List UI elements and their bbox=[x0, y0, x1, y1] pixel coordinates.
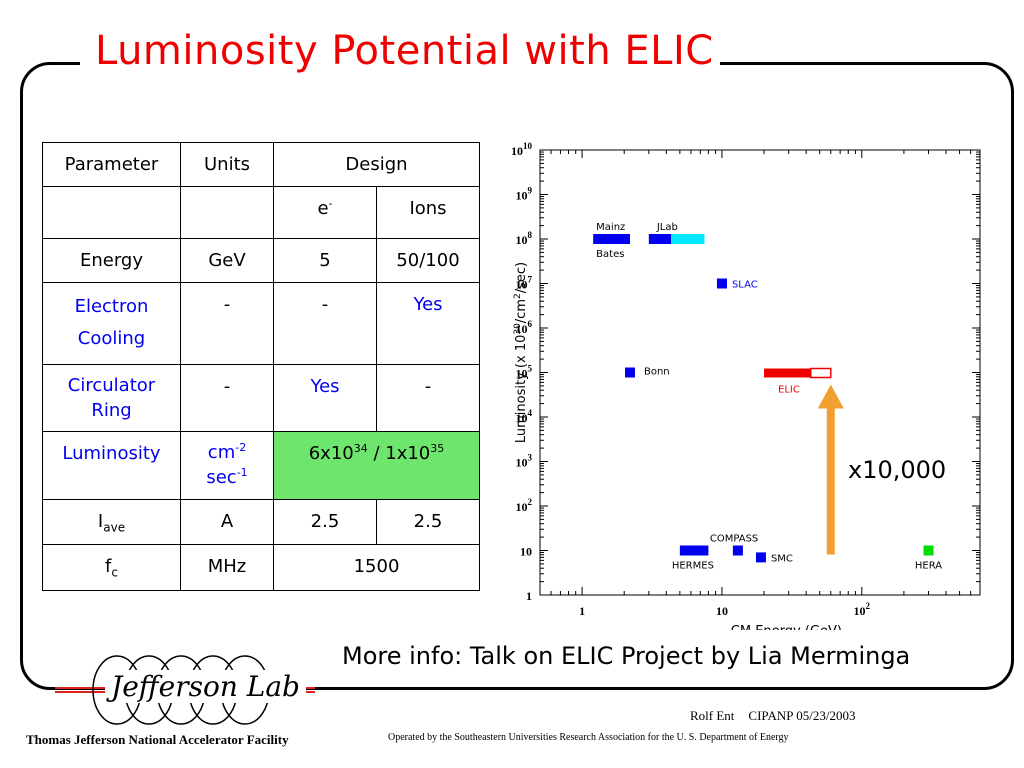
y-tick-label: 103 bbox=[516, 453, 533, 470]
point-label: Bonn bbox=[644, 367, 670, 378]
header-units: Units bbox=[180, 142, 274, 187]
point-label: HERMES bbox=[672, 561, 714, 572]
table-row: e- Ions bbox=[42, 186, 480, 239]
arrow-label: x10,000 bbox=[848, 456, 947, 484]
y-axis-label: Luminosity (x 1030/cm2/sec) bbox=[513, 262, 529, 443]
x-tick-label: 102 bbox=[854, 601, 871, 618]
cell-energy-e: 5 bbox=[273, 238, 377, 283]
lab-name: Thomas Jefferson National Accelerator Fa… bbox=[26, 732, 289, 747]
table-row: Energy GeV 5 50/100 bbox=[42, 238, 480, 283]
cell-cooling-units: - bbox=[180, 282, 274, 365]
point-slac bbox=[716, 278, 727, 289]
table-row: Parameter Units Design bbox=[42, 142, 480, 187]
table-row: Circulator Ring - Yes - bbox=[42, 363, 480, 433]
point-label: HERA bbox=[915, 561, 942, 572]
point-elic bbox=[764, 368, 811, 378]
author-line: Rolf Ent CIPANP 05/23/2003 bbox=[690, 708, 856, 723]
operated-by: Operated by the Southeastern Universitie… bbox=[388, 732, 789, 743]
point-label: JLab bbox=[656, 222, 678, 233]
point-bonn bbox=[624, 367, 635, 378]
point-elic-upgrade bbox=[810, 367, 832, 379]
up-arrow bbox=[826, 406, 835, 555]
cell-cooling-ions: Yes bbox=[376, 282, 480, 365]
cell-iave-e: 2.5 bbox=[273, 498, 377, 546]
point-compass bbox=[732, 545, 743, 556]
cell-luminosity-design: 6x1034 / 1x1035 bbox=[273, 431, 480, 500]
y-tick-label: 108 bbox=[516, 230, 533, 247]
luminosity-chart: 1101021031041051061071081091010110102CM … bbox=[511, 141, 981, 630]
cell-cooling-e: - bbox=[273, 282, 377, 365]
point-hermes bbox=[679, 545, 709, 556]
cell-fc: fc bbox=[42, 544, 181, 591]
plot-frame bbox=[539, 149, 981, 596]
subheader-e: e- bbox=[273, 186, 377, 239]
parameter-table: Parameter Units Design e- Ions Energy Ge… bbox=[42, 142, 480, 591]
y-tick-label: 1010 bbox=[511, 141, 533, 158]
cell-luminosity-units: cm-2 sec-1 bbox=[180, 431, 274, 500]
point-label: SLAC bbox=[732, 280, 758, 291]
cell-ring-ions: - bbox=[376, 363, 480, 433]
point-jlab bbox=[648, 234, 672, 244]
cell-fc-units: MHz bbox=[180, 544, 274, 591]
point-label: SMC bbox=[771, 553, 793, 564]
point-jlab-upgrade bbox=[671, 234, 705, 244]
slide-title: Luminosity Potential with ELIC bbox=[95, 28, 714, 74]
cell-iave-ions: 2.5 bbox=[376, 498, 480, 546]
cell-energy: Energy bbox=[42, 238, 181, 283]
cell-iave: Iave bbox=[42, 498, 181, 546]
cell-energy-ions: 50/100 bbox=[376, 238, 480, 283]
header-parameter: Parameter bbox=[42, 142, 181, 187]
x-tick-label: 1 bbox=[579, 604, 585, 618]
cell-fc-design: 1500 bbox=[273, 544, 480, 591]
y-tick-label: 1 bbox=[526, 589, 532, 603]
point-smc bbox=[755, 552, 766, 563]
subheader-ions: Ions bbox=[376, 186, 480, 239]
header-design: Design bbox=[273, 142, 480, 187]
x-tick-label: 10 bbox=[716, 604, 728, 618]
x-axis-label: CM Energy (GeV) bbox=[731, 624, 842, 630]
table-row: Iave A 2.5 2.5 bbox=[42, 498, 480, 546]
cell-ring: Circulator Ring bbox=[42, 363, 181, 433]
y-tick-label: 102 bbox=[516, 497, 533, 514]
point-label: ELIC bbox=[778, 385, 800, 396]
point-label: Mainz bbox=[596, 222, 625, 233]
cell-cooling: Electron Cooling bbox=[42, 282, 181, 365]
cell-luminosity: Luminosity bbox=[42, 431, 181, 500]
up-arrow-head bbox=[817, 384, 844, 409]
point-label: Bates bbox=[596, 249, 624, 260]
cell-ring-e: Yes bbox=[273, 363, 377, 433]
y-tick-label: 109 bbox=[516, 186, 533, 203]
logo-text: Jefferson Lab bbox=[105, 670, 306, 703]
point-mainz bbox=[593, 234, 630, 244]
title-mask bbox=[80, 40, 720, 85]
point-hera bbox=[923, 545, 934, 556]
cell-ring-units: - bbox=[180, 363, 274, 433]
cell-iave-units: A bbox=[180, 498, 274, 546]
cell-energy-units: GeV bbox=[180, 238, 274, 283]
y-tick-label: 10 bbox=[520, 545, 532, 559]
table-row: fc MHz 1500 bbox=[42, 544, 480, 591]
more-info-text: More info: Talk on ELIC Project by Lia M… bbox=[342, 642, 911, 670]
table-row: Electron Cooling - - Yes bbox=[42, 282, 480, 365]
point-label: COMPASS bbox=[710, 534, 758, 545]
table-row: Luminosity cm-2 sec-1 6x1034 / 1x1035 bbox=[42, 431, 480, 500]
